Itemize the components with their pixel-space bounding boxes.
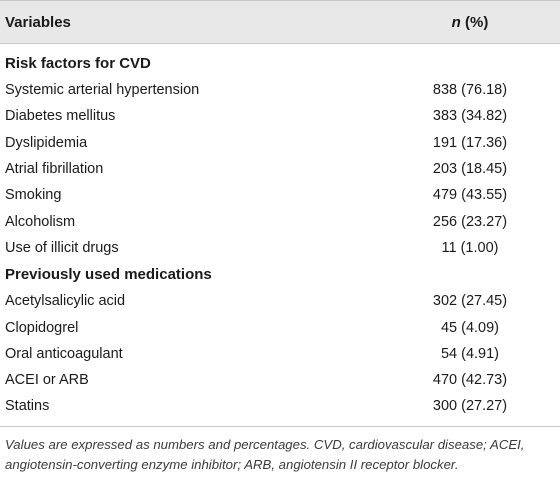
row-value: 54 (4.91) bbox=[440, 345, 500, 362]
row-label: ACEI or ARB bbox=[5, 372, 89, 389]
row-value: 300 (27.27) bbox=[432, 398, 508, 415]
table-row: Acetylsalicylic acid 302 (27.45) bbox=[0, 288, 560, 314]
table-footnote: Values are expressed as numbers and perc… bbox=[5, 436, 525, 472]
n-percent-header: n (%) bbox=[400, 14, 560, 31]
row-label: Smoking bbox=[5, 187, 62, 204]
row-value: 191 (17.36) bbox=[432, 134, 508, 151]
table-row: Diabetes mellitus 383 (34.82) bbox=[0, 103, 560, 129]
row-value: 11 (1.00) bbox=[441, 239, 499, 256]
section-header: Previously used medications bbox=[0, 261, 560, 288]
table-row: ACEI or ARB 470 (42.73) bbox=[0, 367, 560, 393]
row-label: Atrial fibrillation bbox=[5, 161, 104, 178]
variables-header: Variables bbox=[5, 13, 71, 31]
row-value: 838 (76.18) bbox=[432, 82, 508, 99]
row-value: 479 (43.55) bbox=[432, 187, 508, 204]
row-value: 470 (42.73) bbox=[432, 372, 508, 389]
table-row: Dyslipidemia 191 (17.36) bbox=[0, 130, 560, 156]
section-title: Previously used medications bbox=[5, 266, 212, 284]
row-label: Systemic arterial hypertension bbox=[5, 82, 200, 99]
percent-header-label: (%) bbox=[460, 13, 489, 31]
section-header: Risk factors for CVD bbox=[0, 50, 560, 77]
table-header: Variables n (%) bbox=[0, 0, 560, 44]
row-label: Statins bbox=[5, 398, 50, 415]
table-row: Systemic arterial hypertension 838 (76.18… bbox=[0, 77, 560, 103]
row-value: 203 (18.45) bbox=[432, 161, 508, 178]
n-header-symbol: n bbox=[451, 13, 461, 31]
row-label: Use of illicit drugs bbox=[5, 239, 119, 256]
row-value: 45 (4.09) bbox=[440, 319, 500, 336]
row-label: Alcoholism bbox=[5, 213, 76, 230]
row-label: Dyslipidemia bbox=[5, 134, 88, 151]
row-label: Acetylsalicylic acid bbox=[5, 293, 126, 310]
row-label: Oral anticoagulant bbox=[5, 345, 123, 362]
table-row: Oral anticoagulant 54 (4.91) bbox=[0, 341, 560, 367]
row-value: 302 (27.45) bbox=[432, 293, 508, 310]
table-row: Statins 300 (27.27) bbox=[0, 393, 560, 419]
table-body: Risk factors for CVD Systemic arterial hy… bbox=[0, 50, 560, 427]
table-row: Alcoholism 256 (23.27) bbox=[0, 208, 560, 234]
table-row: Atrial fibrillation 203 (18.45) bbox=[0, 156, 560, 182]
table-row: Use of illicit drugs 11 (1.00) bbox=[0, 235, 560, 261]
row-label: Clopidogrel bbox=[5, 319, 79, 336]
row-value: 256 (23.27) bbox=[432, 213, 508, 230]
section-title: Risk factors for CVD bbox=[5, 55, 151, 72]
table-row: Clopidogrel 45 (4.09) bbox=[0, 314, 560, 340]
row-label: Diabetes mellitus bbox=[5, 108, 116, 125]
row-value: 383 (34.82) bbox=[432, 108, 508, 125]
table-row: Smoking 479 (43.55) bbox=[0, 182, 560, 208]
